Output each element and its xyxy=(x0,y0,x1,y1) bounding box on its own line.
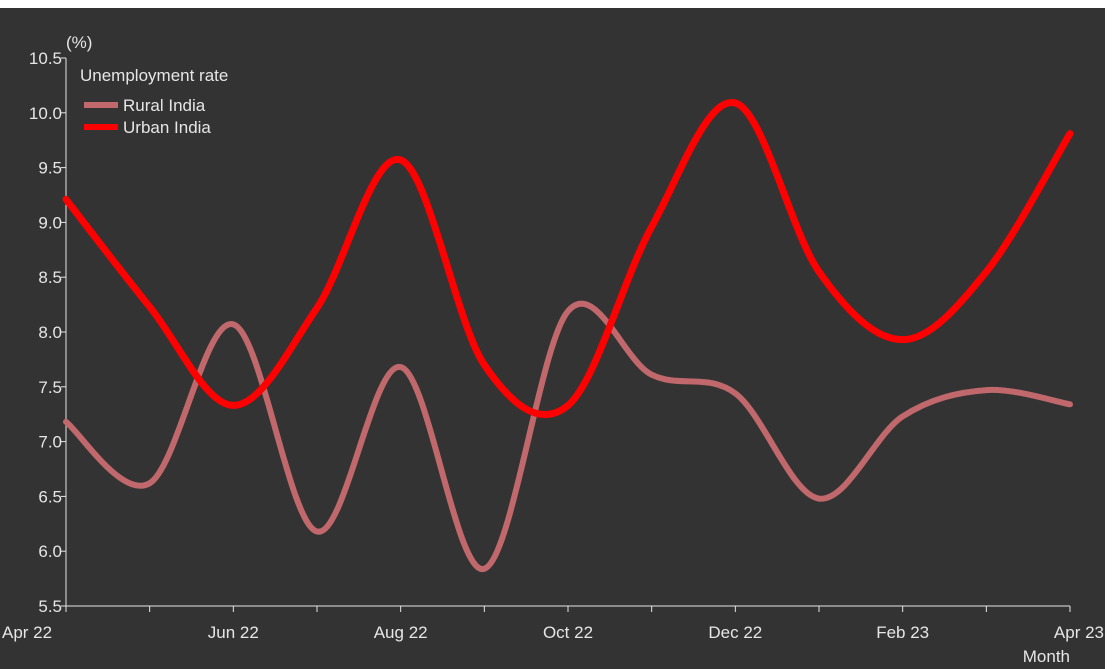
y-tick-label: 7.5 xyxy=(38,378,62,397)
y-tick-label: 7.0 xyxy=(38,433,62,452)
series-lines xyxy=(62,99,1074,572)
y-tick-label: 8.5 xyxy=(38,268,62,287)
y-tick-label: 10.5 xyxy=(29,49,62,68)
x-axis-title: Month xyxy=(1023,647,1070,666)
ticks: 5.5 6.0 6.5 7.0 7.5 8.0 8.5 9.0 9.5 10.0 10.5 Apr 2… xyxy=(2,49,1104,642)
y-tick-label: 9.0 xyxy=(38,213,62,232)
x-tick-label: Feb 23 xyxy=(876,623,929,642)
y-unit-label: (%) xyxy=(66,33,92,52)
series-line-rural-india xyxy=(63,300,1073,572)
y-tick-label: 9.5 xyxy=(38,159,62,178)
series-line-urban-india xyxy=(62,99,1074,419)
y-tick-label: 10.0 xyxy=(29,104,62,123)
legend-items: Rural India Urban India xyxy=(84,96,211,137)
x-tick-label: Aug 22 xyxy=(374,623,428,642)
x-tick-label: Jun 22 xyxy=(208,623,259,642)
y-tick-label: 8.0 xyxy=(38,323,62,342)
x-tick-label: Apr 23 xyxy=(1054,623,1104,642)
x-tick-label: Oct 22 xyxy=(543,623,593,642)
y-tick-label: 6.5 xyxy=(38,487,62,506)
legend-title: Unemployment rate xyxy=(80,66,228,85)
legend-label-rural-india: Rural India xyxy=(123,96,206,115)
y-tick-label: 6.0 xyxy=(38,542,62,561)
y-tick-label: 5.5 xyxy=(38,597,62,616)
legend: Unemployment rate Rural India Urban India xyxy=(80,66,228,137)
x-tick-label: Apr 22 xyxy=(2,623,52,642)
legend-label-urban-india: Urban India xyxy=(123,118,211,137)
x-tick-label: Dec 22 xyxy=(708,623,762,642)
